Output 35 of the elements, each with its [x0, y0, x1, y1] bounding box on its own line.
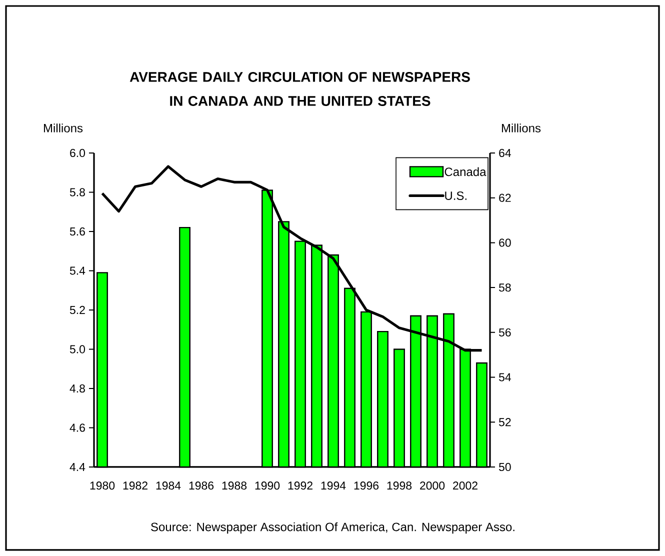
y-tick-label: 6.0	[70, 148, 86, 158]
y-tick-label: 5.8	[70, 188, 85, 196]
y-tick-label: 4.4	[70, 463, 86, 471]
y2-tick-label: 56	[498, 328, 511, 336]
y-tick-label: 4.8	[70, 384, 85, 393]
x-tick-label: 1996	[354, 482, 379, 490]
y-tick-label: 5.2	[70, 306, 85, 314]
source-note: Source: Newspaper Association Of America, Can. Newspaper Asso.	[151, 522, 514, 534]
y2-tick-label: 64	[499, 148, 511, 158]
y2-tick-label: 58	[498, 283, 511, 292]
y2-tick-label: 62	[499, 194, 511, 202]
x-tick-label: 1986	[189, 482, 214, 490]
legend-label: Canada	[444, 167, 486, 176]
x-tick-label: 1992	[288, 482, 312, 490]
legend-label: U.S.	[445, 191, 466, 200]
x-tick-label: 1988	[222, 482, 247, 490]
y-tick-label: 5.6	[70, 227, 85, 236]
y-tick-label: 5.0	[70, 345, 86, 354]
y2-tick-label: 54	[498, 373, 511, 382]
y2-axis-title: Millions	[502, 124, 541, 132]
chart-title: AVERAGE DAILY CIRCULATION OF NEWSPAPERS IN CANADA AND THE UNITED STATES	[130, 72, 470, 106]
y2-tick-label: 52	[498, 418, 511, 426]
y-tick-label: 5.4	[70, 266, 86, 275]
x-tick-label: 1998	[387, 482, 412, 490]
y2-tick-label: 50	[498, 462, 511, 472]
y-tick-label: 4.6	[70, 424, 85, 432]
x-tick-label: 2002	[453, 482, 478, 490]
x-tick-label: 1980	[90, 482, 115, 490]
x-tick-label: 1990	[255, 482, 280, 490]
x-tick-label: 2000	[420, 482, 445, 490]
x-tick-label: 1982	[123, 482, 148, 490]
y2-tick-label: 60	[499, 238, 511, 247]
x-tick-label: 1984	[156, 482, 181, 490]
x-tick-label: 1994	[321, 482, 346, 490]
y-axis-title: Millions	[44, 124, 83, 132]
